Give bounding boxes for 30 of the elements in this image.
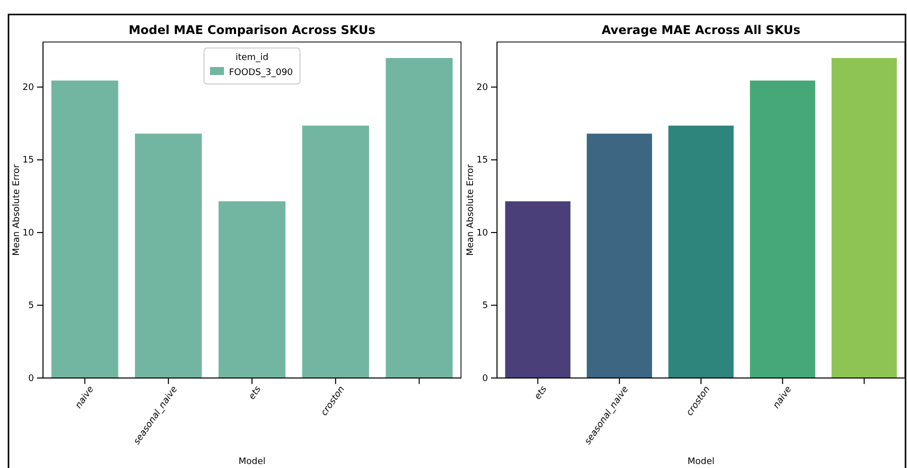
chart-title: Model MAE Comparison Across SKUs (128, 23, 376, 37)
x-axis-title: Model (687, 457, 715, 467)
y-tick-label: 10 (476, 228, 488, 238)
legend-title: item_id (235, 53, 269, 63)
y-tick-label: 5 (482, 301, 488, 312)
x-axis-title: Model (238, 457, 266, 467)
y-tick-label: 0 (28, 374, 34, 384)
bar (218, 201, 286, 378)
y-axis-title: Mean Absolute Error (12, 164, 22, 256)
bar (505, 201, 570, 378)
y-tick-label: 15 (476, 156, 488, 166)
chart-title: Average MAE Across All SKUs (602, 23, 800, 37)
y-tick-label: 10 (22, 228, 34, 238)
bar (302, 126, 370, 378)
y-tick-label: 5 (28, 301, 34, 312)
x-tick-label: ets (247, 384, 264, 402)
bar (51, 80, 118, 378)
y-tick-label: 20 (22, 82, 34, 93)
y-tick-label: 20 (476, 82, 488, 93)
legend-label: FOODS_3_090 (229, 68, 294, 78)
bar (586, 134, 652, 378)
bar (832, 58, 897, 378)
y-axis-title: Mean Absolute Error (466, 164, 476, 256)
bar (668, 126, 734, 378)
bar (750, 80, 816, 378)
y-tick-label: 15 (22, 156, 34, 166)
bar (134, 134, 202, 378)
x-tick-label: ets (533, 384, 550, 402)
bar (386, 58, 453, 378)
y-tick-label: 0 (482, 374, 488, 384)
